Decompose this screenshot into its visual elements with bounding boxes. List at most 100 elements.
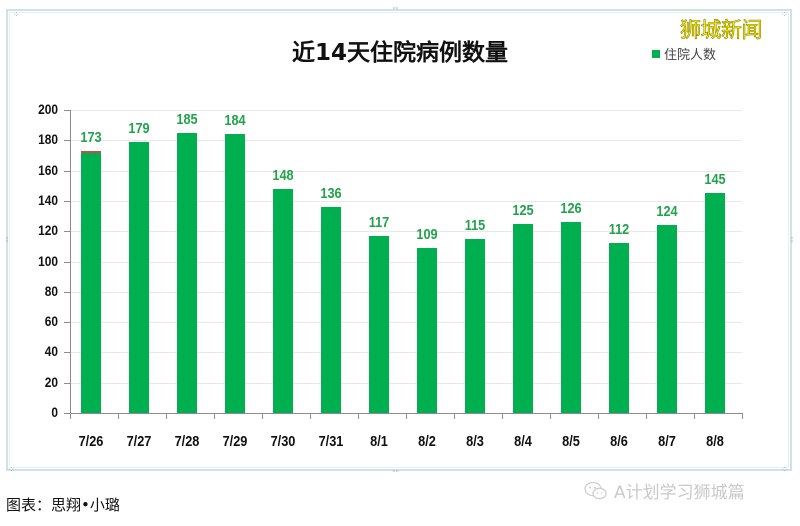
x-tick-label: 7/31	[318, 433, 344, 450]
data-label: 184	[224, 112, 246, 129]
data-label: 117	[368, 214, 390, 231]
legend-label: 住院人数	[664, 48, 717, 63]
gridline	[70, 292, 742, 293]
x-tick	[358, 413, 359, 419]
bar-7-27[interactable]	[129, 142, 149, 413]
data-label: 179	[128, 120, 150, 137]
x-tick-label: 8/8	[706, 433, 724, 450]
y-axis	[70, 110, 71, 414]
gridline	[70, 140, 742, 141]
x-tick	[406, 413, 407, 419]
bar-8-2[interactable]	[417, 248, 437, 413]
x-tick	[70, 413, 71, 419]
y-tick-label: 80	[44, 283, 58, 299]
chart-frame-inner	[9, 12, 789, 468]
x-tick-label: 7/28	[174, 433, 200, 450]
data-label: 145	[704, 171, 726, 188]
data-label: 126	[560, 200, 582, 217]
gridline	[70, 262, 742, 263]
y-tick	[64, 262, 70, 263]
bar-7-31[interactable]	[321, 207, 341, 413]
wechat-source-label: A计划学习狮城篇	[614, 483, 745, 503]
bar-7-28[interactable]	[177, 133, 197, 413]
x-tick-label: 8/6	[610, 433, 628, 450]
bar-8-8[interactable]	[705, 193, 725, 413]
x-tick-label: 7/26	[78, 433, 104, 450]
x-tick-label: 8/7	[658, 433, 676, 450]
gridline	[70, 171, 742, 172]
x-tick-label: 7/27	[126, 433, 152, 450]
resize-handle-left[interactable]: ····	[2, 236, 11, 243]
bar-7-26[interactable]	[81, 151, 101, 413]
gridline	[70, 201, 742, 202]
x-tick-label: 8/5	[562, 433, 580, 450]
data-label: 148	[272, 167, 294, 184]
y-tick-label: 0	[51, 404, 58, 420]
y-tick	[64, 201, 70, 202]
resize-handle-bottom-right[interactable]: ⁘	[781, 465, 788, 474]
y-tick-label: 40	[44, 343, 58, 359]
bar-8-6[interactable]	[609, 243, 629, 413]
x-tick	[646, 413, 647, 419]
gridline	[70, 110, 742, 111]
y-tick	[64, 231, 70, 232]
y-tick	[64, 383, 70, 384]
resize-handle-bottom[interactable]: ····	[392, 467, 399, 476]
y-tick-label: 200	[38, 101, 58, 117]
y-tick	[64, 171, 70, 172]
bar-7-29[interactable]	[225, 134, 245, 413]
x-tick-label: 7/30	[270, 433, 296, 450]
watermark-text: 狮城新闻	[680, 18, 763, 43]
data-label: 136	[320, 185, 342, 202]
data-label: 124	[656, 203, 678, 220]
x-tick	[502, 413, 503, 419]
resize-handle-bottom-left[interactable]: ⁘	[8, 465, 15, 474]
y-tick-label: 20	[44, 374, 58, 390]
chart-credit: 图表：思翔•小璐	[6, 496, 120, 514]
x-tick-label: 8/2	[418, 433, 436, 450]
resize-handle-top-right[interactable]: ⁘	[781, 10, 788, 19]
y-tick-label: 100	[38, 253, 58, 269]
data-label: 112	[608, 221, 630, 238]
x-tick	[694, 413, 695, 419]
data-label: 173	[80, 129, 102, 146]
y-tick	[64, 140, 70, 141]
legend-swatch-icon	[652, 49, 660, 58]
chart-title: 近14天住院病例数量	[291, 40, 508, 66]
wechat-icon	[584, 481, 607, 499]
resize-handle-top[interactable]: ····	[392, 4, 399, 13]
resize-handle-top-left[interactable]: ⁘	[13, 10, 20, 19]
y-tick	[64, 110, 70, 111]
y-tick-label: 60	[44, 313, 58, 329]
bar-8-1[interactable]	[369, 236, 389, 413]
bar-8-3[interactable]	[465, 239, 485, 413]
x-tick-label: 8/3	[466, 433, 484, 450]
y-tick	[64, 413, 70, 414]
gridline	[70, 352, 742, 353]
bar-8-4[interactable]	[513, 224, 533, 413]
gridline	[70, 383, 742, 384]
y-tick-label: 180	[38, 131, 58, 147]
legend: 住院人数	[652, 44, 716, 63]
x-tick-label: 8/4	[514, 433, 532, 450]
resize-handle-right[interactable]: ····	[787, 236, 796, 243]
bar-8-7[interactable]	[657, 225, 677, 413]
x-tick	[454, 413, 455, 419]
bar-8-5[interactable]	[561, 222, 581, 413]
x-tick	[598, 413, 599, 419]
y-tick-label: 140	[38, 192, 58, 208]
y-tick	[64, 352, 70, 353]
x-tick	[118, 413, 119, 419]
data-label: 115	[464, 217, 486, 234]
x-tick-label: 7/29	[222, 433, 248, 450]
x-tick	[550, 413, 551, 419]
gridline	[70, 231, 742, 232]
bar-7-30[interactable]	[273, 189, 293, 413]
x-tick	[742, 413, 743, 419]
data-label: 125	[512, 202, 534, 219]
gridline	[70, 322, 742, 323]
data-label: 185	[176, 111, 198, 128]
x-tick	[262, 413, 263, 419]
wechat-source: A计划学习狮城篇	[584, 478, 745, 503]
x-tick	[166, 413, 167, 419]
